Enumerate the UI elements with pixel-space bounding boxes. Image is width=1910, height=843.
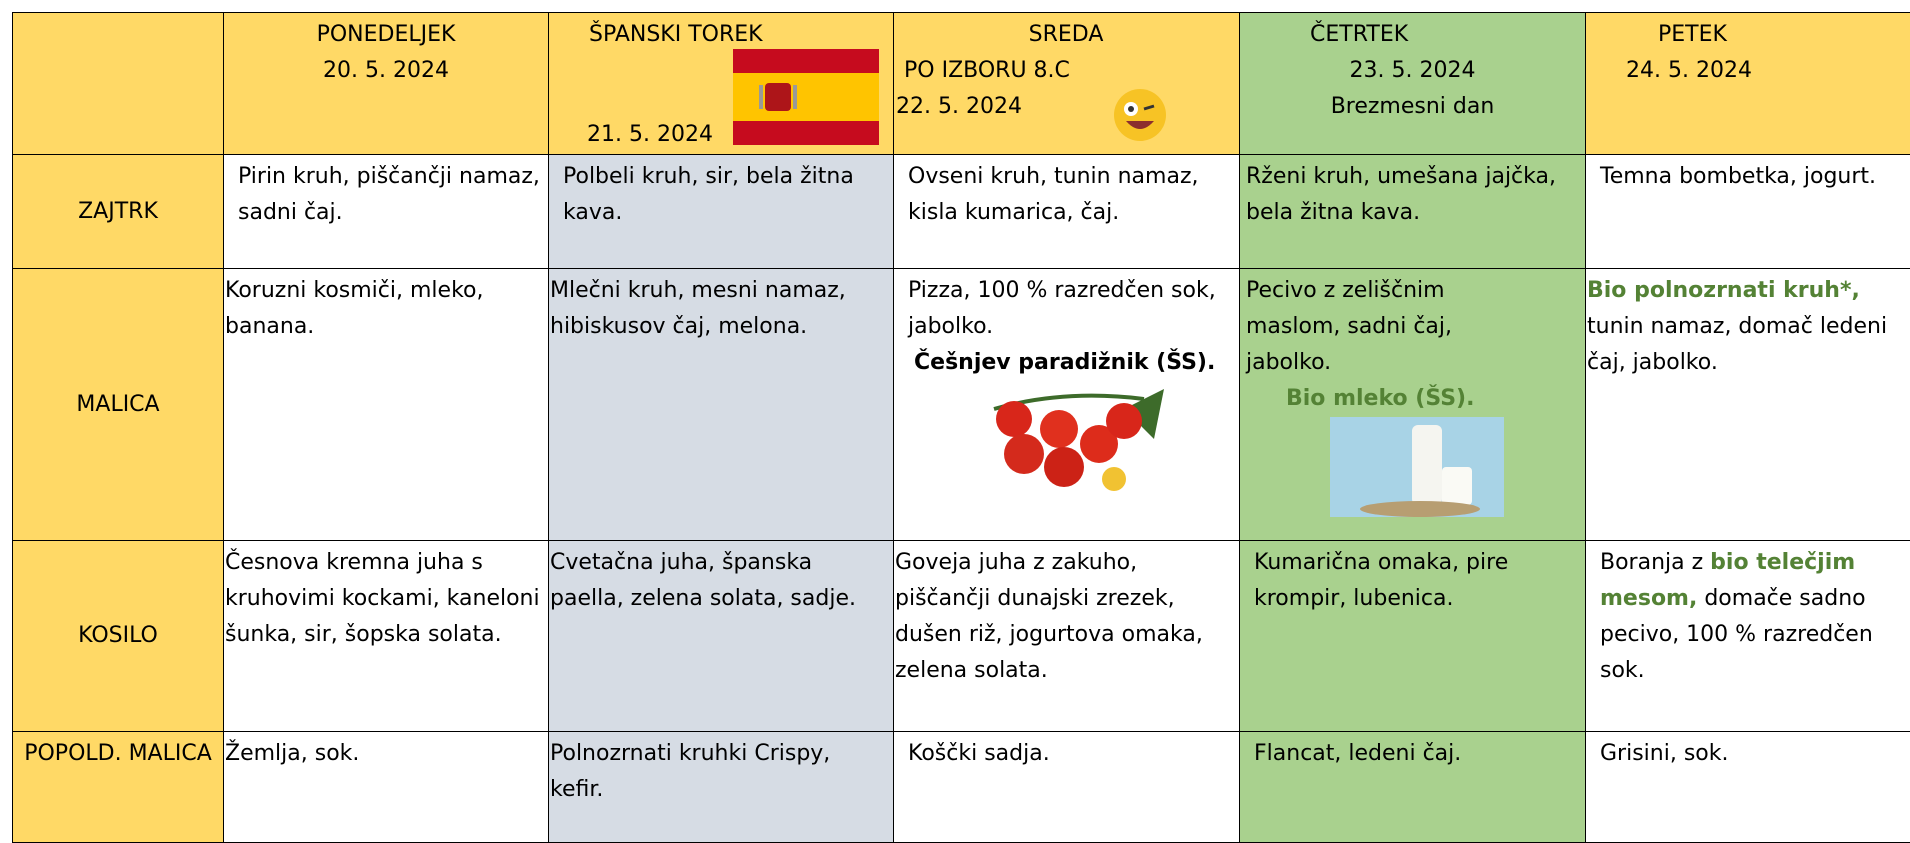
menu-cell: Boranja z bio telečjim mesom, domače sad…: [1586, 541, 1910, 731]
row-label: MALICA: [13, 269, 223, 540]
day-note: PO IZBORU 8.C: [904, 58, 1070, 83]
spain-flag: [733, 49, 879, 145]
menu-cell: Bio polnozrnati kruh*, tunin namaz, doma…: [1586, 269, 1910, 540]
menu-table: PONEDELJEK 20. 5. 2024 ŠPANSKI TOREK 21. …: [12, 12, 1910, 843]
day-name: PONEDELJEK: [316, 22, 456, 47]
menu-cell: Cvetačna juha, španska paella, zelena so…: [549, 541, 893, 731]
day-note: Brezmesni dan: [1330, 94, 1495, 119]
day-header: PONEDELJEK 20. 5. 2024: [224, 13, 548, 154]
menu-cell: Flancat, ledeni čaj.: [1240, 732, 1585, 842]
menu-cell: Ovseni kruh, tunin namaz, kisla kumarica…: [894, 155, 1239, 268]
day-name: PETEK: [1658, 22, 1727, 47]
menu-cell: Kumarična omaka, pire krompir, lubenica.: [1240, 541, 1585, 731]
menu-cell: Koščki sadja.: [894, 732, 1239, 842]
menu-cell: Pirin kruh, piščančji namaz, sadni čaj.: [224, 155, 548, 268]
day-header: ČETRTEK 23. 5. 2024 Brezmesni dan: [1240, 13, 1585, 154]
menu-text: Boranja z: [1600, 550, 1711, 575]
day-header: ŠPANSKI TOREK 21. 5. 2024: [549, 13, 893, 154]
day-date: 23. 5. 2024: [1349, 58, 1476, 83]
menu-highlight: Bio polnozrnati kruh*,: [1587, 278, 1860, 303]
tomato-image: [974, 379, 1172, 505]
day-name: ČETRTEK: [1310, 22, 1409, 47]
menu-cell: Mlečni kruh, mesni namaz, hibiskusov čaj…: [549, 269, 893, 540]
menu-cell: Žemlja, sok.: [224, 732, 548, 842]
menu-text: domače sadno pecivo, 100 % razredčen sok…: [1600, 586, 1873, 683]
day-header: PETEK 24. 5. 2024: [1586, 13, 1910, 154]
day-date: 24. 5. 2024: [1626, 58, 1752, 83]
corner-cell: [13, 13, 223, 154]
day-date: 20. 5. 2024: [323, 58, 449, 83]
day-date: 22. 5. 2024: [896, 94, 1022, 119]
menu-highlight: Bio mleko (ŠS).: [1286, 386, 1475, 411]
day-header: SREDA PO IZBORU 8.C 22. 5. 2024: [894, 13, 1239, 154]
day-date: 21. 5. 2024: [587, 122, 713, 147]
emoji: [1114, 89, 1166, 141]
menu-cell: Pecivo z zeliščnim maslom, sadni čaj, ja…: [1240, 269, 1585, 540]
menu-cell: Koruzni kosmiči, mleko, banana.: [224, 269, 548, 540]
menu-cell: Polnozrnati kruhki Crispy, kefir.: [549, 732, 893, 842]
menu-text: tunin namaz, domač ledeni čaj, jabolko.: [1587, 314, 1888, 375]
row-label: POPOLD. MALICA: [13, 732, 223, 842]
day-name: ŠPANSKI TOREK: [589, 22, 763, 47]
menu-text: Pizza, 100 % razredčen sok, jabolko.: [908, 278, 1216, 339]
menu-cell: Temna bombetka, jogurt.: [1586, 155, 1910, 268]
menu-text: Pecivo z zeliščnim maslom, sadni čaj, ja…: [1246, 278, 1453, 375]
day-name: SREDA: [1028, 22, 1104, 47]
menu-highlight: Češnjev paradižnik (ŠS).: [914, 350, 1216, 375]
menu-cell: Polbeli kruh, sir, bela žitna kava.: [549, 155, 893, 268]
row-label: KOSILO: [13, 541, 223, 731]
menu-cell: Pizza, 100 % razredčen sok, jabolko. Češ…: [894, 269, 1239, 540]
menu-cell: Rženi kruh, umešana jajčka, bela žitna k…: [1240, 155, 1585, 268]
menu-cell: Grisini, sok.: [1586, 732, 1910, 842]
row-label: ZAJTRK: [13, 155, 223, 268]
page: PONEDELJEK 20. 5. 2024 ŠPANSKI TOREK 21. …: [12, 12, 1910, 843]
menu-cell: Česnova kremna juha s kruhovimi kockami,…: [224, 541, 548, 731]
menu-highlight: bio telečjim mesom,: [1600, 550, 1856, 611]
milk-image: [1330, 417, 1504, 517]
menu-cell: Goveja juha z zakuho, piščančji dunajski…: [894, 541, 1239, 731]
